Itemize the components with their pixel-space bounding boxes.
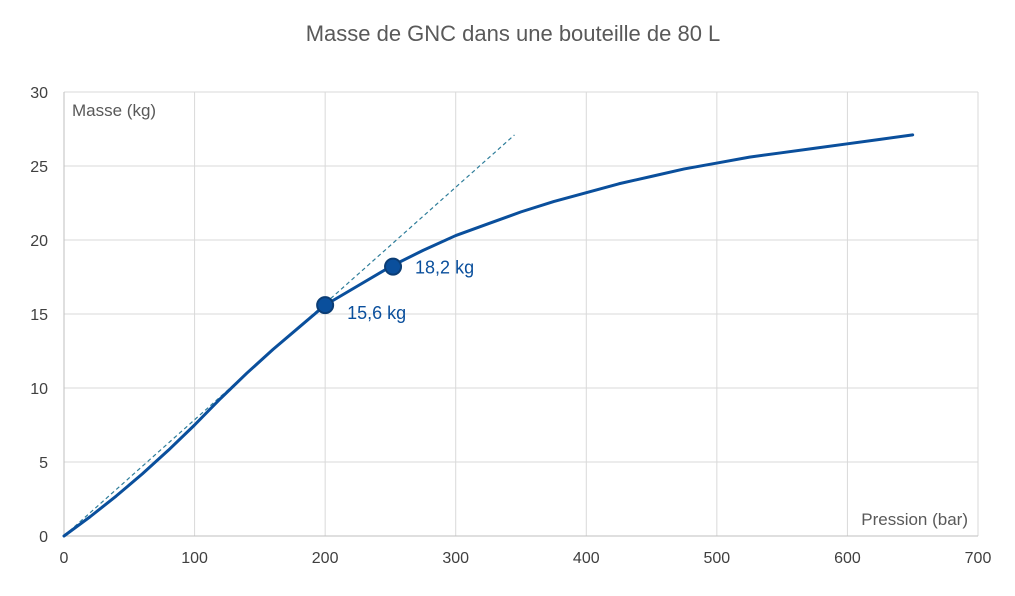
data-point-marker — [316, 296, 335, 315]
chart-title: Masse de GNC dans une bouteille de 80 L — [306, 21, 721, 46]
y-tick-label: 30 — [30, 85, 48, 102]
y-tick-label: 5 — [39, 455, 48, 472]
x-tick-label: 100 — [181, 550, 208, 567]
series-layer — [62, 133, 915, 538]
y-axis-title: Masse (kg) — [72, 101, 156, 120]
points-layer: 15,6 kg 18,2 kg — [316, 257, 474, 323]
x-tick-label: 400 — [573, 550, 600, 567]
y-tick-label: 25 — [30, 159, 48, 176]
y-tick-label: 20 — [30, 233, 48, 250]
data-point-label: 15,6 kg — [347, 303, 406, 323]
data-point-label: 18,2 kg — [415, 258, 474, 278]
x-tick-label: 300 — [442, 550, 469, 567]
axis-layer: 0 100 200 300 400 500 600 700 0 5 10 15 20 25 30 — [30, 85, 991, 567]
x-tick-label: 500 — [704, 550, 731, 567]
y-tick-label: 15 — [30, 307, 48, 324]
x-tick-label: 200 — [312, 550, 339, 567]
x-tick-label: 700 — [965, 550, 992, 567]
x-tick-label: 600 — [834, 550, 861, 567]
x-tick-label: 0 — [60, 550, 69, 567]
grid-layer — [64, 91, 979, 536]
data-point-marker — [384, 257, 403, 276]
y-tick-label: 10 — [30, 381, 48, 398]
x-axis-title: Pression (bar) — [861, 510, 968, 529]
y-tick-label: 0 — [39, 529, 48, 546]
series-line — [62, 133, 915, 538]
